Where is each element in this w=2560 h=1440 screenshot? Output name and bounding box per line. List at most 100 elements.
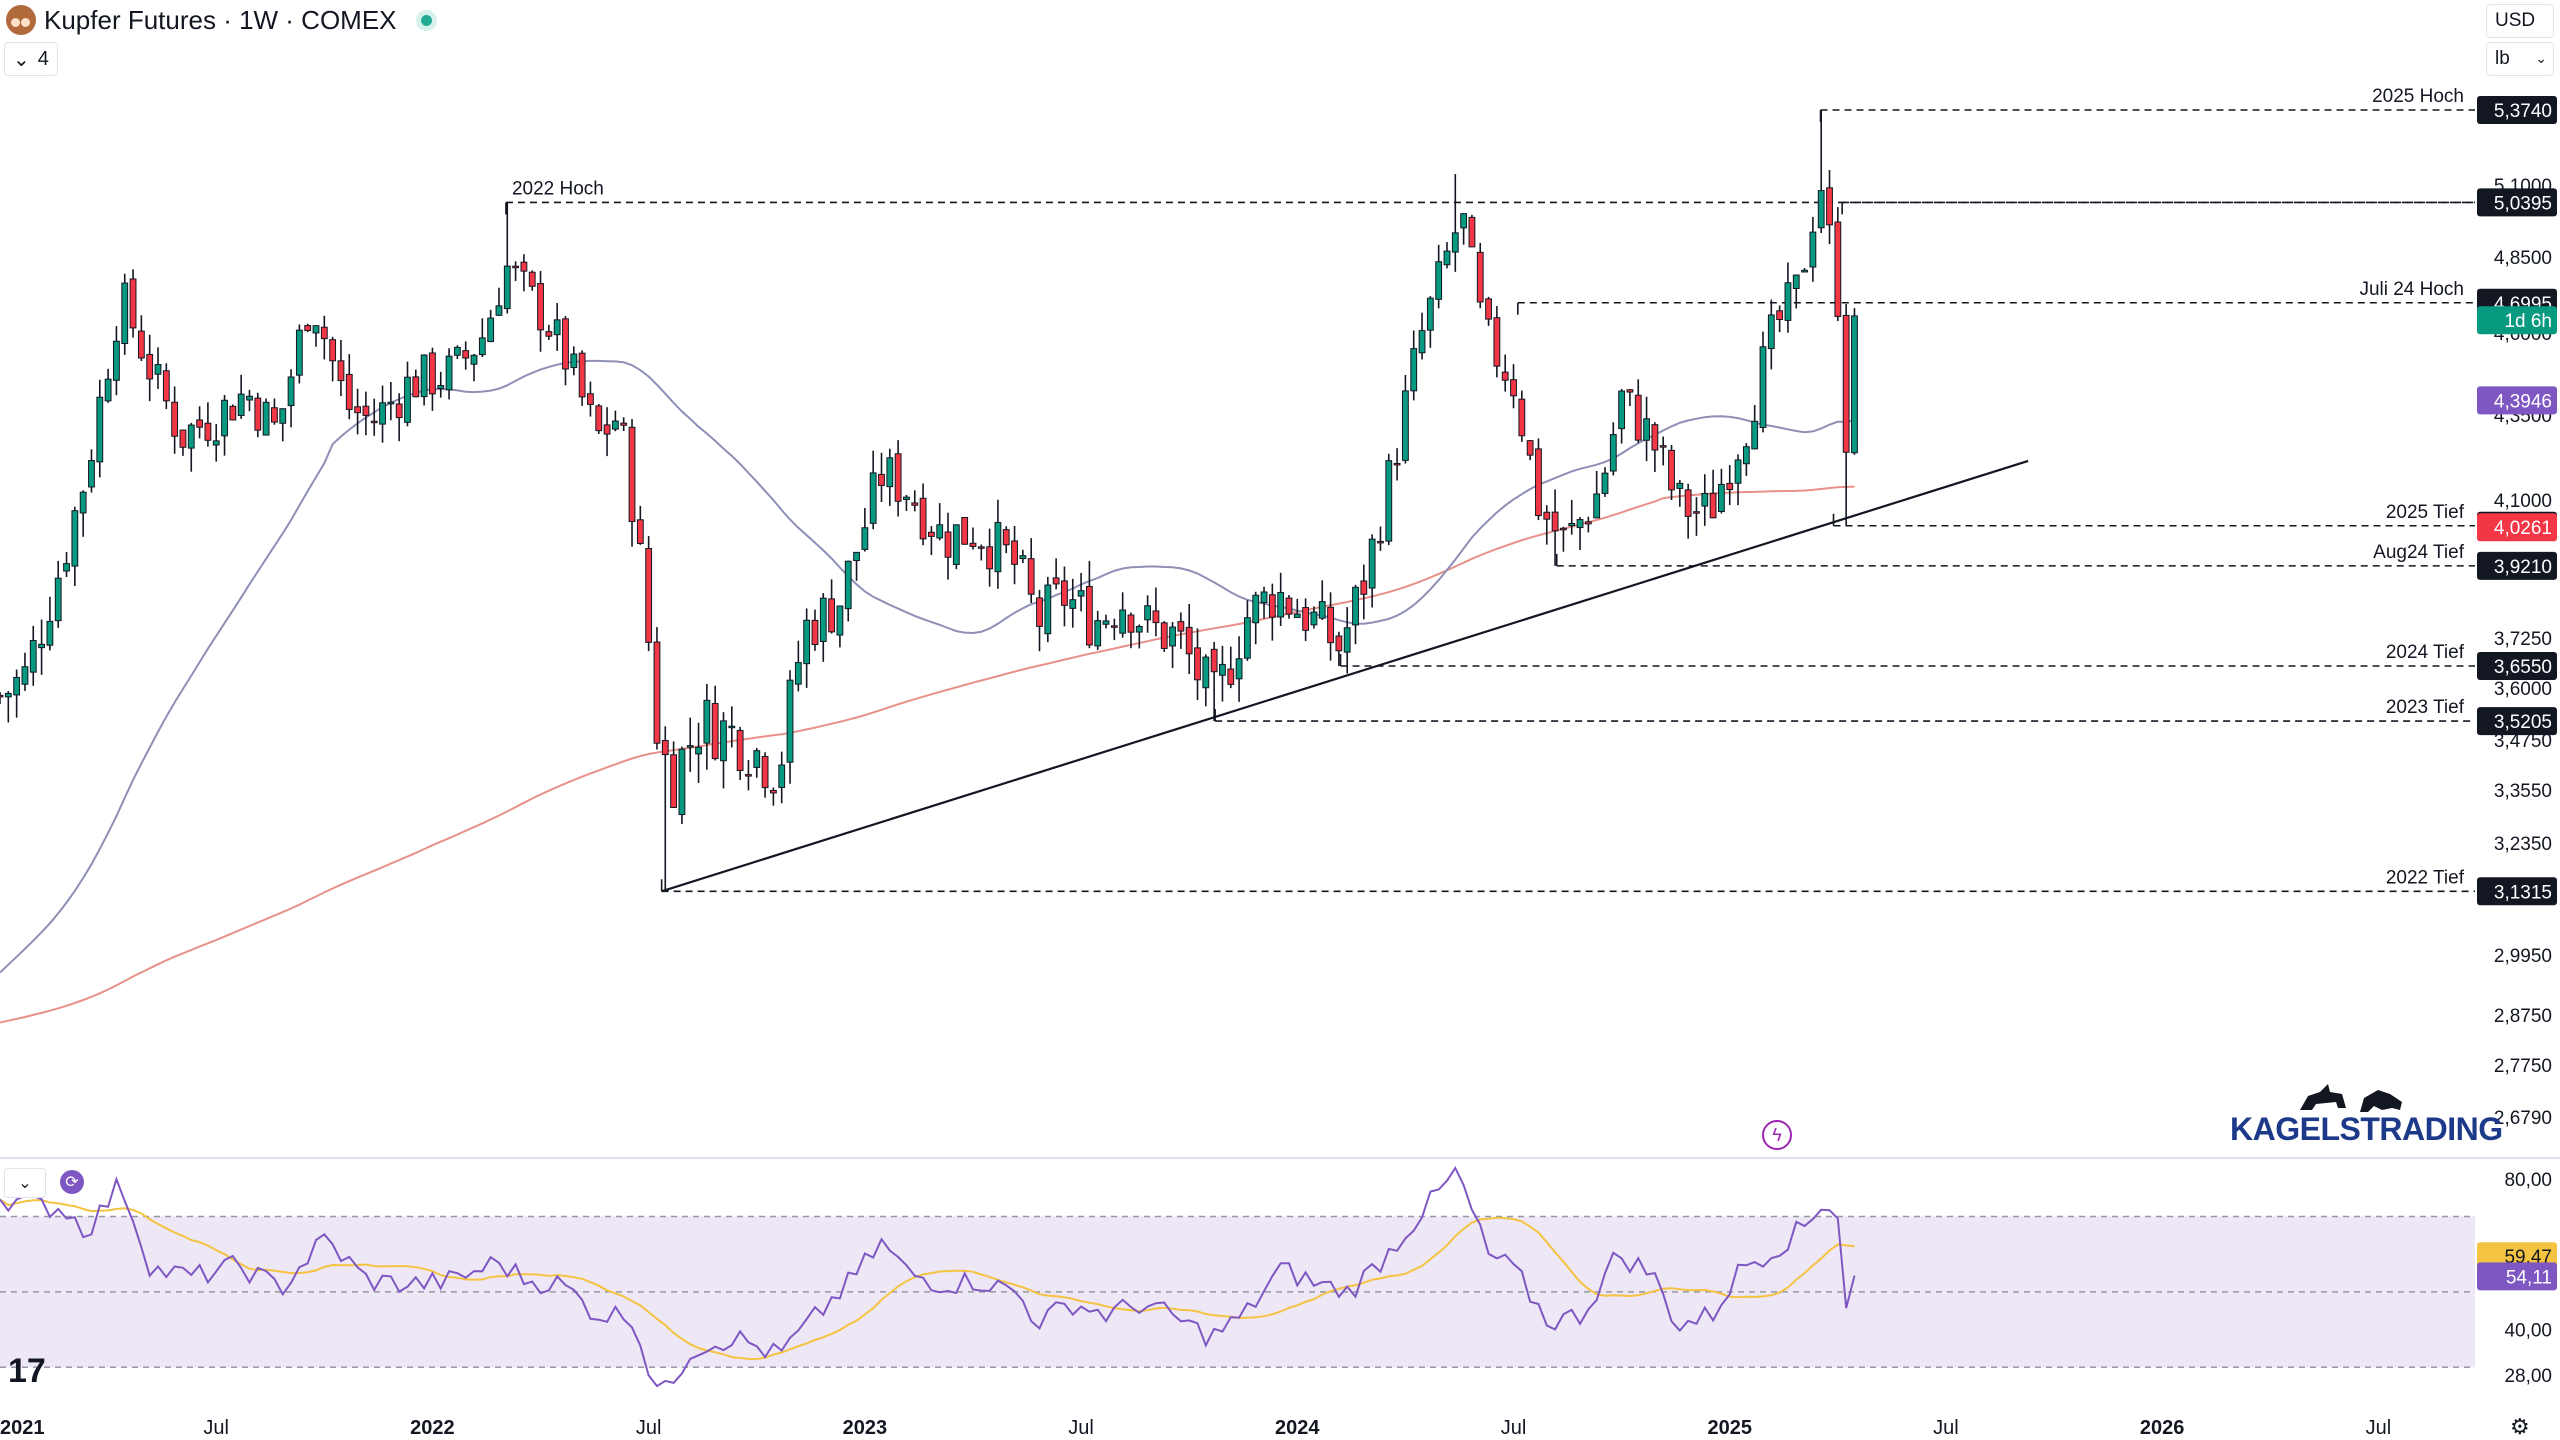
candle-body[interactable]	[520, 261, 528, 272]
candle-body[interactable]	[437, 385, 445, 390]
candle-body[interactable]	[1676, 482, 1684, 489]
candle-body[interactable]	[528, 271, 536, 287]
candle-body[interactable]	[254, 397, 262, 431]
candle-body[interactable]	[1718, 483, 1725, 513]
candle-body[interactable]	[1343, 627, 1351, 653]
candle-body[interactable]	[1044, 584, 1052, 635]
candle-body[interactable]	[944, 531, 952, 558]
candle-body[interactable]	[661, 740, 669, 756]
candle-body[interactable]	[1784, 282, 1792, 321]
support-trendline[interactable]	[661, 459, 2029, 893]
candle-body[interactable]	[462, 350, 470, 359]
candle-body[interactable]	[728, 725, 736, 729]
candle-body[interactable]	[794, 662, 802, 685]
candle-body[interactable]	[129, 278, 137, 329]
candle-body[interactable]	[295, 329, 303, 376]
candle-body[interactable]	[1510, 379, 1517, 397]
candle-body[interactable]	[1709, 492, 1717, 519]
candle-body[interactable]	[686, 745, 694, 748]
candle-body[interactable]	[645, 548, 653, 643]
level-price-badge[interactable]: 3,1315	[2477, 877, 2557, 906]
candle-body[interactable]	[212, 440, 220, 446]
candle-body[interactable]	[553, 319, 561, 336]
candle-body[interactable]	[803, 619, 811, 665]
candle-body[interactable]	[578, 352, 586, 398]
candle-body[interactable]	[1551, 511, 1559, 532]
candle-body[interactable]	[1734, 459, 1742, 484]
symbol-title[interactable]: Kupfer Futures · 1W · COMEX	[44, 4, 397, 35]
candle-body[interactable]	[1011, 540, 1018, 565]
candle-body[interactable]	[1668, 449, 1675, 491]
price-badge[interactable]: 4,0261	[2477, 513, 2557, 542]
candle-body[interactable]	[1842, 314, 1850, 453]
candle-body[interactable]	[1202, 656, 1210, 689]
tradingview-logo-icon[interactable]: 17	[8, 1352, 46, 1390]
candle-body[interactable]	[404, 376, 411, 423]
candle-body[interactable]	[1135, 625, 1143, 633]
currency-selector[interactable]: USD	[2486, 4, 2554, 38]
candle-body[interactable]	[395, 403, 403, 419]
candle-body[interactable]	[1102, 620, 1110, 625]
candle-body[interactable]	[29, 639, 37, 673]
candle-body[interactable]	[1293, 613, 1301, 618]
candle-body[interactable]	[1227, 668, 1235, 685]
candle-body[interactable]	[927, 531, 935, 537]
candle-body[interactable]	[1243, 617, 1251, 659]
candle-body[interactable]	[13, 676, 21, 696]
candle-body[interactable]	[337, 360, 345, 382]
candle-body[interactable]	[1751, 420, 1759, 450]
candle-body[interactable]	[1759, 346, 1767, 428]
candle-body[interactable]	[1252, 594, 1260, 624]
candle-body[interactable]	[836, 605, 844, 636]
ma50-line[interactable]	[0, 359, 1855, 974]
rsi-line[interactable]	[0, 1165, 1856, 1388]
candle-body[interactable]	[54, 577, 62, 622]
candle-body[interactable]	[478, 337, 486, 356]
candle-body[interactable]	[587, 393, 594, 405]
candle-body[interactable]	[1119, 609, 1127, 634]
candle-body[interactable]	[512, 265, 520, 269]
candle-body[interactable]	[1659, 445, 1667, 448]
candle-body[interactable]	[703, 699, 711, 744]
candle-body[interactable]	[370, 420, 378, 424]
candle-body[interactable]	[1177, 621, 1185, 632]
candle-body[interactable]	[279, 408, 287, 424]
candle-body[interactable]	[1726, 482, 1734, 491]
candle-body[interactable]	[96, 396, 104, 463]
candle-body[interactable]	[4, 692, 12, 698]
candle-body[interactable]	[745, 774, 752, 777]
candle-body[interactable]	[1451, 232, 1459, 253]
candle-body[interactable]	[329, 339, 337, 362]
candle-body[interactable]	[71, 510, 79, 567]
candle-body[interactable]	[420, 354, 428, 398]
candle-body[interactable]	[121, 282, 129, 345]
candle-body[interactable]	[1535, 448, 1542, 517]
candle-body[interactable]	[778, 764, 786, 788]
candle-body[interactable]	[1634, 394, 1642, 441]
candle-body[interactable]	[1701, 492, 1709, 507]
candle-body[interactable]	[861, 527, 869, 550]
candle-body[interactable]	[844, 560, 852, 610]
candle-body[interactable]	[1094, 620, 1102, 647]
price-badge[interactable]: 1d 6h	[2477, 306, 2557, 335]
candle-body[interactable]	[1618, 390, 1626, 430]
candle-body[interactable]	[811, 619, 819, 646]
rsi-collapse-button[interactable]: ⌄	[4, 1168, 46, 1198]
candle-body[interactable]	[952, 524, 960, 565]
candle-body[interactable]	[977, 546, 985, 549]
candle-body[interactable]	[1568, 522, 1576, 527]
candle-body[interactable]	[104, 378, 112, 402]
candle-body[interactable]	[137, 330, 145, 359]
unit-selector[interactable]: lb ⌄	[2486, 42, 2554, 76]
candle-body[interactable]	[1526, 440, 1534, 456]
candle-body[interactable]	[1393, 462, 1401, 466]
candle-body[interactable]	[46, 620, 54, 646]
candle-body[interactable]	[1601, 472, 1609, 494]
candle-body[interactable]	[678, 748, 686, 816]
candle-body[interactable]	[753, 750, 761, 768]
candle-body[interactable]	[1318, 601, 1326, 619]
candle-body[interactable]	[1127, 614, 1135, 633]
candle-body[interactable]	[620, 422, 628, 426]
candle-body[interactable]	[237, 393, 245, 416]
level-price-badge[interactable]: 5,3740	[2477, 96, 2557, 124]
